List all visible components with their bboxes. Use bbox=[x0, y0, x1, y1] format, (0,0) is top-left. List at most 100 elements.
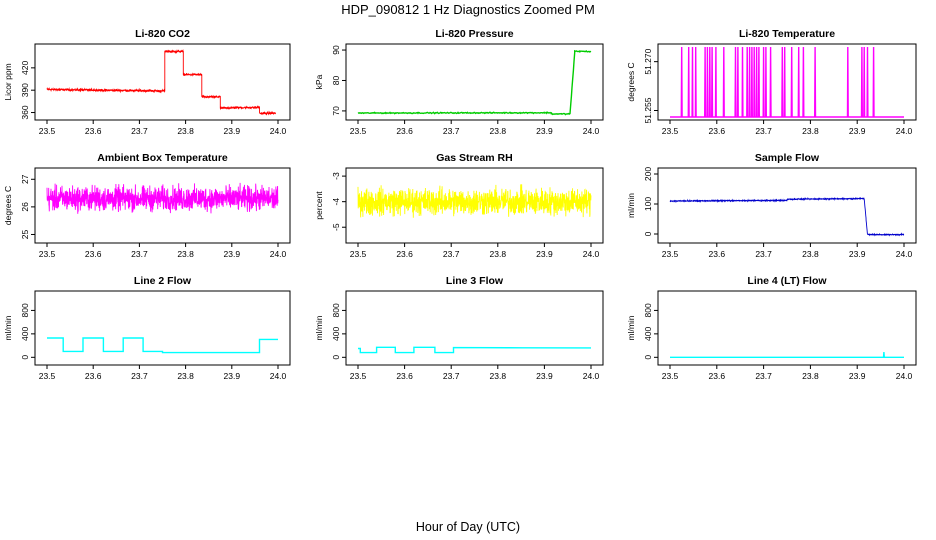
panel-title: Line 2 Flow bbox=[134, 275, 192, 287]
y-axis-label: ml/min bbox=[3, 315, 13, 340]
panel-5: Gas Stream RH 23.5 23.6 23.7 23.8 23.9 24.0 -5 -… bbox=[314, 152, 604, 259]
x-tick-label: 23.6 bbox=[396, 126, 413, 136]
x-axis-label: Hour of Day (UTC) bbox=[416, 520, 520, 534]
y-tick-label: 400 bbox=[331, 327, 341, 341]
panel-title: Gas Stream RH bbox=[436, 152, 512, 164]
y-tick-label: 420 bbox=[20, 60, 30, 74]
y-tick-label: 51.255 bbox=[643, 97, 653, 123]
x-tick-label: 23.9 bbox=[849, 371, 866, 381]
y-tick-label: 0 bbox=[20, 355, 30, 360]
x-tick-label: 23.8 bbox=[802, 249, 819, 259]
x-tick-label: 23.5 bbox=[662, 249, 679, 259]
panel-8: Line 3 Flow 23.5 23.6 23.7 23.8 23.9 24.0 0 400 8… bbox=[314, 275, 604, 381]
panel-grid: Li-820 CO2 23.5 23.6 23.7 23.8 23.9 24.0 360 390… bbox=[3, 28, 917, 381]
x-tick-label: 23.7 bbox=[443, 371, 460, 381]
y-tick-label: 800 bbox=[643, 303, 653, 317]
y-tick-label: 360 bbox=[20, 105, 30, 119]
x-tick-label: 23.9 bbox=[224, 249, 241, 259]
series-line bbox=[669, 196, 905, 237]
plot-frame bbox=[34, 167, 291, 244]
x-tick-label: 23.7 bbox=[131, 126, 148, 136]
series-line bbox=[358, 346, 592, 354]
plot-frame bbox=[657, 290, 917, 366]
series-line bbox=[357, 49, 592, 116]
y-tick-label: 390 bbox=[20, 83, 30, 97]
panel-title: Ambient Box Temperature bbox=[97, 152, 228, 164]
y-tick-label: 100 bbox=[643, 197, 653, 211]
y-tick-label: 800 bbox=[331, 303, 341, 317]
panel-title: Li-820 CO2 bbox=[135, 28, 190, 40]
x-tick-label: 23.8 bbox=[177, 126, 194, 136]
x-tick-label: 23.7 bbox=[131, 371, 148, 381]
x-tick-label: 24.0 bbox=[896, 371, 913, 381]
y-axis-label: kPa bbox=[314, 74, 324, 89]
x-tick-label: 23.8 bbox=[490, 126, 507, 136]
plot-frame bbox=[345, 167, 604, 244]
x-tick-label: 23.5 bbox=[350, 249, 367, 259]
x-tick-label: 23.9 bbox=[224, 371, 241, 381]
x-tick-label: 23.6 bbox=[709, 371, 726, 381]
x-tick-label: 23.8 bbox=[490, 249, 507, 259]
x-tick-label: 23.6 bbox=[396, 249, 413, 259]
x-tick-label: 23.7 bbox=[443, 249, 460, 259]
panel-title: Li-820 Temperature bbox=[739, 28, 835, 40]
x-tick-label: 24.0 bbox=[583, 249, 600, 259]
y-tick-label: 0 bbox=[331, 355, 341, 360]
y-tick-label: 70 bbox=[331, 106, 341, 116]
x-tick-label: 23.6 bbox=[709, 249, 726, 259]
x-tick-label: 23.7 bbox=[443, 126, 460, 136]
series-line bbox=[670, 351, 904, 358]
x-tick-label: 23.8 bbox=[490, 371, 507, 381]
x-tick-label: 24.0 bbox=[270, 249, 287, 259]
y-tick-label: 51.270 bbox=[643, 48, 653, 74]
x-tick-label: 24.0 bbox=[896, 126, 913, 136]
series-line bbox=[357, 184, 592, 218]
plot-frame bbox=[345, 290, 604, 366]
x-tick-label: 23.9 bbox=[536, 371, 553, 381]
panel-7: Line 2 Flow 23.5 23.6 23.7 23.8 23.9 24.0 0 400 8… bbox=[3, 275, 291, 381]
y-axis-label: Licor ppm bbox=[3, 63, 13, 100]
x-tick-label: 23.6 bbox=[85, 371, 102, 381]
x-tick-label: 23.7 bbox=[131, 249, 148, 259]
y-tick-label: 400 bbox=[643, 327, 653, 341]
series-line bbox=[46, 182, 279, 214]
x-tick-label: 23.9 bbox=[224, 126, 241, 136]
x-tick-label: 23.7 bbox=[755, 249, 772, 259]
x-tick-label: 23.5 bbox=[662, 126, 679, 136]
x-tick-label: 23.6 bbox=[709, 126, 726, 136]
x-tick-label: 23.8 bbox=[802, 371, 819, 381]
x-tick-label: 23.9 bbox=[536, 249, 553, 259]
x-tick-label: 23.7 bbox=[755, 126, 772, 136]
series-line bbox=[46, 49, 277, 116]
y-axis-label: ml/min bbox=[626, 193, 636, 218]
y-tick-label: -5 bbox=[331, 223, 341, 231]
x-tick-label: 23.9 bbox=[536, 126, 553, 136]
panel-title: Sample Flow bbox=[755, 152, 820, 164]
x-tick-label: 23.8 bbox=[177, 371, 194, 381]
y-tick-label: 26 bbox=[20, 202, 30, 212]
x-tick-label: 23.5 bbox=[39, 249, 56, 259]
plot-frame bbox=[34, 43, 291, 121]
x-tick-label: 24.0 bbox=[270, 126, 287, 136]
panel-title: Line 3 Flow bbox=[446, 275, 504, 287]
x-tick-label: 23.5 bbox=[39, 371, 56, 381]
panel-6: Sample Flow 23.5 23.6 23.7 23.8 23.9 24.0 0 100 2… bbox=[626, 152, 917, 259]
x-tick-label: 23.5 bbox=[662, 371, 679, 381]
panel-9: Line 4 (LT) Flow 23.5 23.6 23.7 23.8 23.9 24.0… bbox=[626, 275, 917, 381]
plot-frame bbox=[34, 290, 291, 366]
x-tick-label: 24.0 bbox=[896, 249, 913, 259]
x-tick-label: 23.7 bbox=[755, 371, 772, 381]
x-tick-label: 23.6 bbox=[396, 371, 413, 381]
panel-2: Li-820 Pressure 23.5 23.6 23.7 23.8 23.9 24.0 7… bbox=[314, 28, 604, 136]
plot-frame bbox=[657, 167, 917, 244]
y-tick-label: 400 bbox=[20, 327, 30, 341]
y-axis-label: ml/min bbox=[314, 315, 324, 340]
y-tick-label: 0 bbox=[643, 355, 653, 360]
plot-frame bbox=[657, 43, 917, 121]
x-tick-label: 23.5 bbox=[350, 126, 367, 136]
figure-title: HDP_090812 1 Hz Diagnostics Zoomed PM bbox=[341, 2, 595, 17]
panel-1: Li-820 CO2 23.5 23.6 23.7 23.8 23.9 24.0 360 390… bbox=[3, 28, 291, 136]
series-line bbox=[670, 46, 904, 118]
y-tick-label: 25 bbox=[20, 229, 30, 239]
